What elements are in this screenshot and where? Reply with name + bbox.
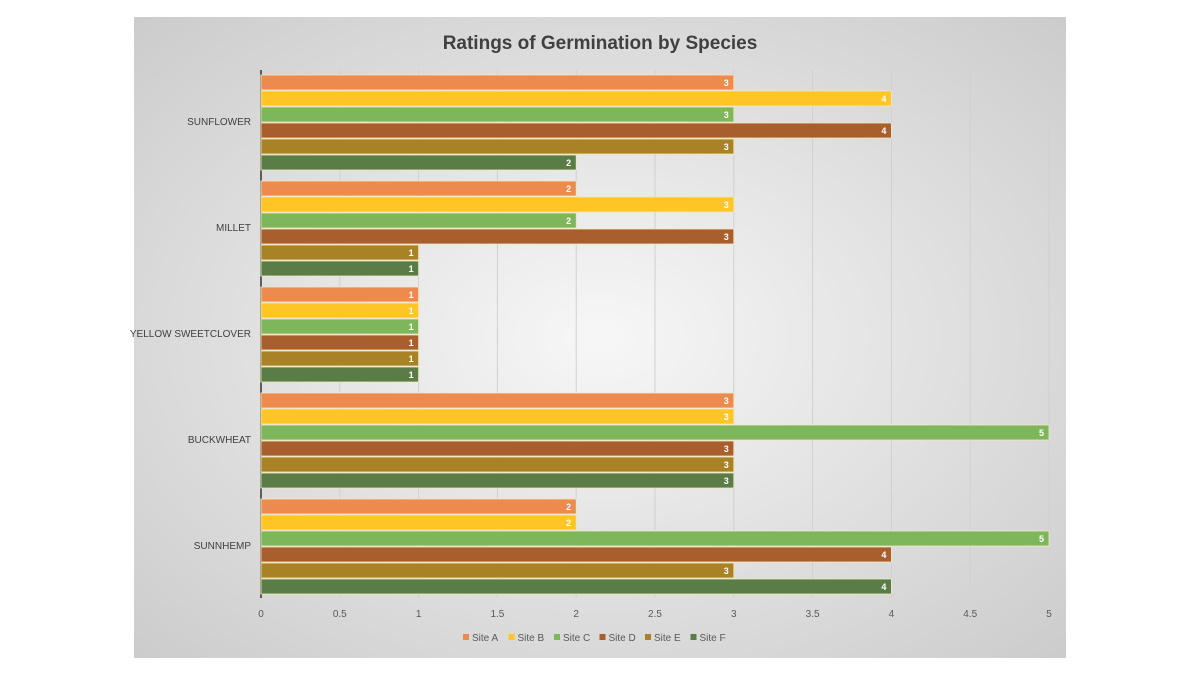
x-tick-label: 0.5 <box>333 609 347 620</box>
category-label: SUNNHEMP <box>194 541 252 552</box>
bar-site-c <box>260 530 1050 547</box>
bar-site-a <box>260 286 420 303</box>
legend-swatch <box>554 634 560 640</box>
x-tick-label: 4.5 <box>963 609 977 620</box>
legend-swatch <box>463 634 469 640</box>
bar-site-d <box>260 546 892 563</box>
bar-site-e <box>260 350 420 367</box>
legend-label: Site B <box>518 633 545 644</box>
legend-swatch <box>508 634 515 640</box>
x-tick-label: 3 <box>731 609 737 620</box>
data-label: 5 <box>1039 428 1044 438</box>
data-label: 2 <box>566 184 571 194</box>
legend-swatch <box>599 634 606 640</box>
bar-site-d <box>260 334 420 351</box>
legend-swatch <box>645 634 651 640</box>
category-label: SUNFLOWER <box>187 117 251 128</box>
data-label: 4 <box>881 94 886 104</box>
bar-site-e <box>260 456 735 473</box>
bar-site-b <box>260 302 420 319</box>
x-tick-label: 2 <box>573 609 579 620</box>
data-label: 1 <box>409 338 414 348</box>
category-label: MILLET <box>216 223 251 234</box>
data-label: 2 <box>566 518 571 528</box>
data-label: 1 <box>409 264 414 274</box>
bar-site-c <box>260 212 577 229</box>
chart-title: Ratings of Germination by Species <box>443 33 758 54</box>
bar-site-f <box>260 154 577 171</box>
data-label: 1 <box>409 306 414 316</box>
bar-site-a <box>260 180 577 197</box>
bar-site-a <box>260 498 577 515</box>
bar-site-f <box>260 578 892 595</box>
data-label: 3 <box>724 110 729 120</box>
bar-site-a <box>260 392 735 409</box>
x-tick-label: 3.5 <box>806 609 820 620</box>
bar-site-c <box>260 318 420 335</box>
data-label: 3 <box>724 232 729 242</box>
bar-site-c <box>260 424 1050 441</box>
legend-label: Site D <box>609 633 636 644</box>
x-tick-label: 0 <box>258 609 264 620</box>
legend: Site A Site B Site C Site D Site E Site F <box>463 633 726 644</box>
bar-site-c <box>260 106 735 123</box>
data-label: 3 <box>724 412 729 422</box>
bar-site-b <box>260 90 892 107</box>
bar-site-f <box>260 472 735 489</box>
data-label: 2 <box>566 216 571 226</box>
bar-site-d <box>260 440 735 457</box>
bar-site-e <box>260 244 420 261</box>
data-label: 4 <box>881 550 886 560</box>
data-label: 1 <box>409 290 414 300</box>
data-label: 5 <box>1039 534 1044 544</box>
data-label: 1 <box>409 248 414 258</box>
bar-site-d <box>260 228 735 245</box>
x-tick-label: 4 <box>889 609 895 620</box>
bar-site-f <box>260 260 420 277</box>
data-label: 3 <box>724 142 729 152</box>
x-tick-label: 1 <box>416 609 422 620</box>
data-label: 4 <box>881 582 886 592</box>
bar-site-b <box>260 514 577 531</box>
legend-swatch <box>690 634 697 640</box>
x-tick-label: 1.5 <box>490 609 504 620</box>
bar-site-e <box>260 562 735 579</box>
legend-label: Site A <box>472 633 498 644</box>
data-label: 3 <box>724 78 729 88</box>
data-label: 2 <box>566 502 571 512</box>
legend-label: Site F <box>700 633 726 644</box>
x-tick-label: 2.5 <box>648 609 662 620</box>
data-label: 3 <box>724 396 729 406</box>
data-label: 3 <box>724 476 729 486</box>
data-label: 1 <box>409 370 414 380</box>
data-label: 2 <box>566 158 571 168</box>
data-label: 1 <box>409 354 414 364</box>
legend-label: Site E <box>654 633 681 644</box>
bar-site-b <box>260 408 735 425</box>
data-label: 4 <box>881 126 886 136</box>
bar-site-f <box>260 366 420 383</box>
data-label: 3 <box>724 566 729 576</box>
data-label: 1 <box>409 322 414 332</box>
bar-site-a <box>260 74 735 91</box>
bar-site-b <box>260 196 735 213</box>
bar-site-d <box>260 122 892 139</box>
data-label: 3 <box>724 200 729 210</box>
x-tick-label: 5 <box>1046 609 1052 620</box>
data-label: 3 <box>724 460 729 470</box>
bar-site-e <box>260 138 735 155</box>
legend-label: Site C <box>563 633 590 644</box>
category-label: YELLOW SWEETCLOVER <box>130 329 251 340</box>
data-label: 3 <box>724 444 729 454</box>
category-label: BUCKWHEAT <box>188 435 251 446</box>
